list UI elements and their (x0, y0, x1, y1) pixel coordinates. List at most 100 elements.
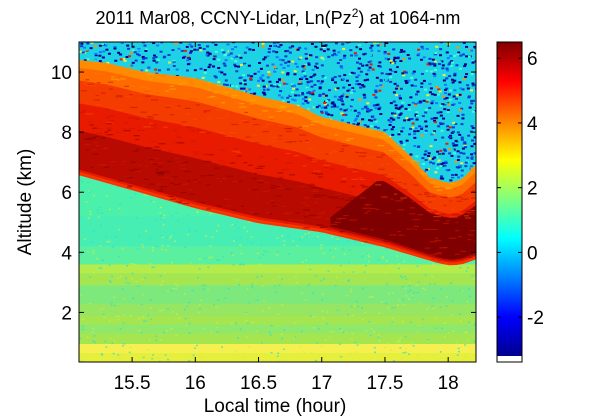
cloud-texture (92, 127, 98, 129)
speckle (459, 320, 462, 322)
noise-pixel (318, 94, 322, 97)
noise-pixel (272, 83, 276, 86)
noise-pixel (436, 150, 440, 153)
noise-pixel (461, 53, 465, 56)
speckle (277, 352, 280, 355)
speckle (425, 308, 428, 310)
speckle (298, 239, 301, 241)
noise-pixel (367, 119, 371, 122)
noise-pixel (389, 76, 393, 79)
noise-pixel (227, 70, 231, 73)
speckle (184, 246, 187, 249)
noise-pixel (341, 78, 345, 81)
cloud-texture (439, 189, 444, 191)
noise-pixel (363, 79, 367, 82)
cloud-texture (346, 166, 354, 169)
cloud-texture (465, 180, 473, 182)
cloud-texture (450, 258, 456, 261)
speckle (277, 313, 280, 315)
cloud-texture (185, 92, 189, 95)
noise-pixel (397, 116, 401, 119)
cloud-texture (313, 196, 322, 198)
cloud-texture (278, 125, 286, 127)
speckle (378, 340, 381, 342)
speckle (278, 284, 281, 286)
speckle (260, 275, 263, 277)
noise-pixel (414, 113, 418, 116)
noise-pixel (401, 148, 405, 151)
noise-pixel (315, 106, 319, 109)
cloud-texture (351, 178, 359, 180)
speckle (433, 283, 436, 285)
noise-pixel (284, 55, 288, 58)
speckle (175, 334, 178, 337)
speckle (398, 341, 401, 343)
noise-pixel (358, 98, 362, 101)
cloud-texture (214, 97, 220, 99)
noise-pixel (217, 74, 221, 77)
noise-pixel (131, 49, 135, 52)
cloud-texture (429, 228, 438, 231)
cloud-texture (349, 219, 357, 221)
noise-pixel (343, 109, 347, 112)
noise-pixel (462, 42, 466, 44)
noise-pixel (355, 80, 359, 83)
noise-pixel (186, 63, 190, 66)
cloud-texture (459, 224, 465, 227)
cloud-texture (233, 148, 238, 150)
cloud-texture (169, 85, 175, 87)
speckle (281, 235, 284, 237)
cloud-texture (467, 234, 474, 236)
noise-pixel (413, 136, 417, 139)
noise-pixel (456, 152, 460, 155)
noise-pixel (470, 125, 474, 128)
noise-pixel (301, 70, 305, 73)
cloud-texture (345, 133, 351, 135)
noise-pixel (277, 75, 281, 78)
noise-pixel (273, 44, 277, 47)
noise-pixel (223, 73, 227, 76)
speckle (175, 212, 178, 214)
speckle (320, 345, 323, 348)
speckle (233, 224, 236, 226)
speckle (431, 275, 434, 278)
noise-pixel (320, 106, 324, 109)
speckle (318, 328, 321, 330)
noise-pixel (172, 61, 176, 64)
noise-pixel (463, 141, 467, 144)
noise-pixel (368, 66, 372, 69)
speckle (106, 241, 109, 243)
noise-pixel (143, 44, 147, 47)
speckle (105, 195, 108, 197)
speckle (399, 347, 402, 349)
noise-pixel (105, 55, 109, 58)
cloud-texture (360, 184, 365, 186)
cloud-texture (299, 134, 307, 136)
cloud-texture (164, 105, 173, 107)
noise-pixel (179, 42, 183, 44)
speckle (92, 252, 95, 255)
noise-pixel (333, 81, 337, 84)
noise-pixel (114, 59, 118, 62)
speckle (138, 317, 141, 320)
speckle (450, 282, 453, 284)
speckle (195, 211, 198, 213)
speckle (121, 345, 124, 347)
speckle (252, 321, 255, 324)
cloud-texture (141, 184, 146, 186)
speckle (156, 357, 159, 359)
noise-pixel (407, 39, 410, 41)
noise-pixel (441, 64, 445, 67)
cloud-texture (262, 190, 270, 193)
speckle (93, 194, 96, 197)
cloud-core (330, 180, 476, 260)
noise-pixel (433, 62, 437, 65)
cloud-texture (445, 231, 452, 234)
noise-pixel (420, 82, 424, 85)
noise-pixel (461, 88, 465, 91)
speckle (339, 264, 342, 267)
noise-pixel (227, 54, 231, 57)
noise-pixel (239, 56, 243, 59)
noise-pixel (411, 122, 415, 125)
chart-title-text: 2011 Mar08, CCNY-Lidar, Ln(Pz (96, 8, 352, 28)
